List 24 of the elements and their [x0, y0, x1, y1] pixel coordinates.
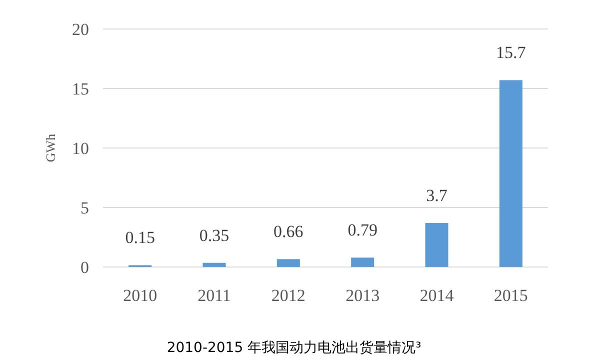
- data-label: 3.7: [426, 186, 448, 205]
- data-label: 0.35: [199, 226, 230, 245]
- x-tick-label: 2014: [420, 286, 454, 305]
- x-tick-label: 2010: [123, 286, 158, 305]
- x-tick-label: 2012: [271, 286, 306, 305]
- bar: [202, 262, 226, 267]
- data-label: 15.7: [496, 43, 526, 62]
- data-label: 0.15: [125, 228, 155, 248]
- x-tick-label: 2013: [346, 286, 380, 305]
- y-axis-title: GWh: [43, 133, 58, 162]
- y-tick-label: 10: [72, 139, 89, 158]
- data-label: 0.66: [274, 222, 304, 242]
- bar: [276, 259, 300, 267]
- data-label: 0.79: [348, 220, 378, 240]
- bar: [351, 258, 374, 267]
- y-tick-label: 5: [80, 198, 89, 218]
- y-tick-label: 20: [72, 20, 89, 39]
- bar: [425, 222, 448, 267]
- bar: [499, 80, 522, 267]
- y-tick-label: 15: [72, 80, 89, 98]
- y-tick-label: 0: [80, 258, 89, 277]
- x-tick-label: 2015: [494, 286, 528, 305]
- text: 2010-2015 年我国动力电池出货量情况³: [166, 340, 422, 356]
- x-tick-label: 2011: [198, 286, 231, 305]
